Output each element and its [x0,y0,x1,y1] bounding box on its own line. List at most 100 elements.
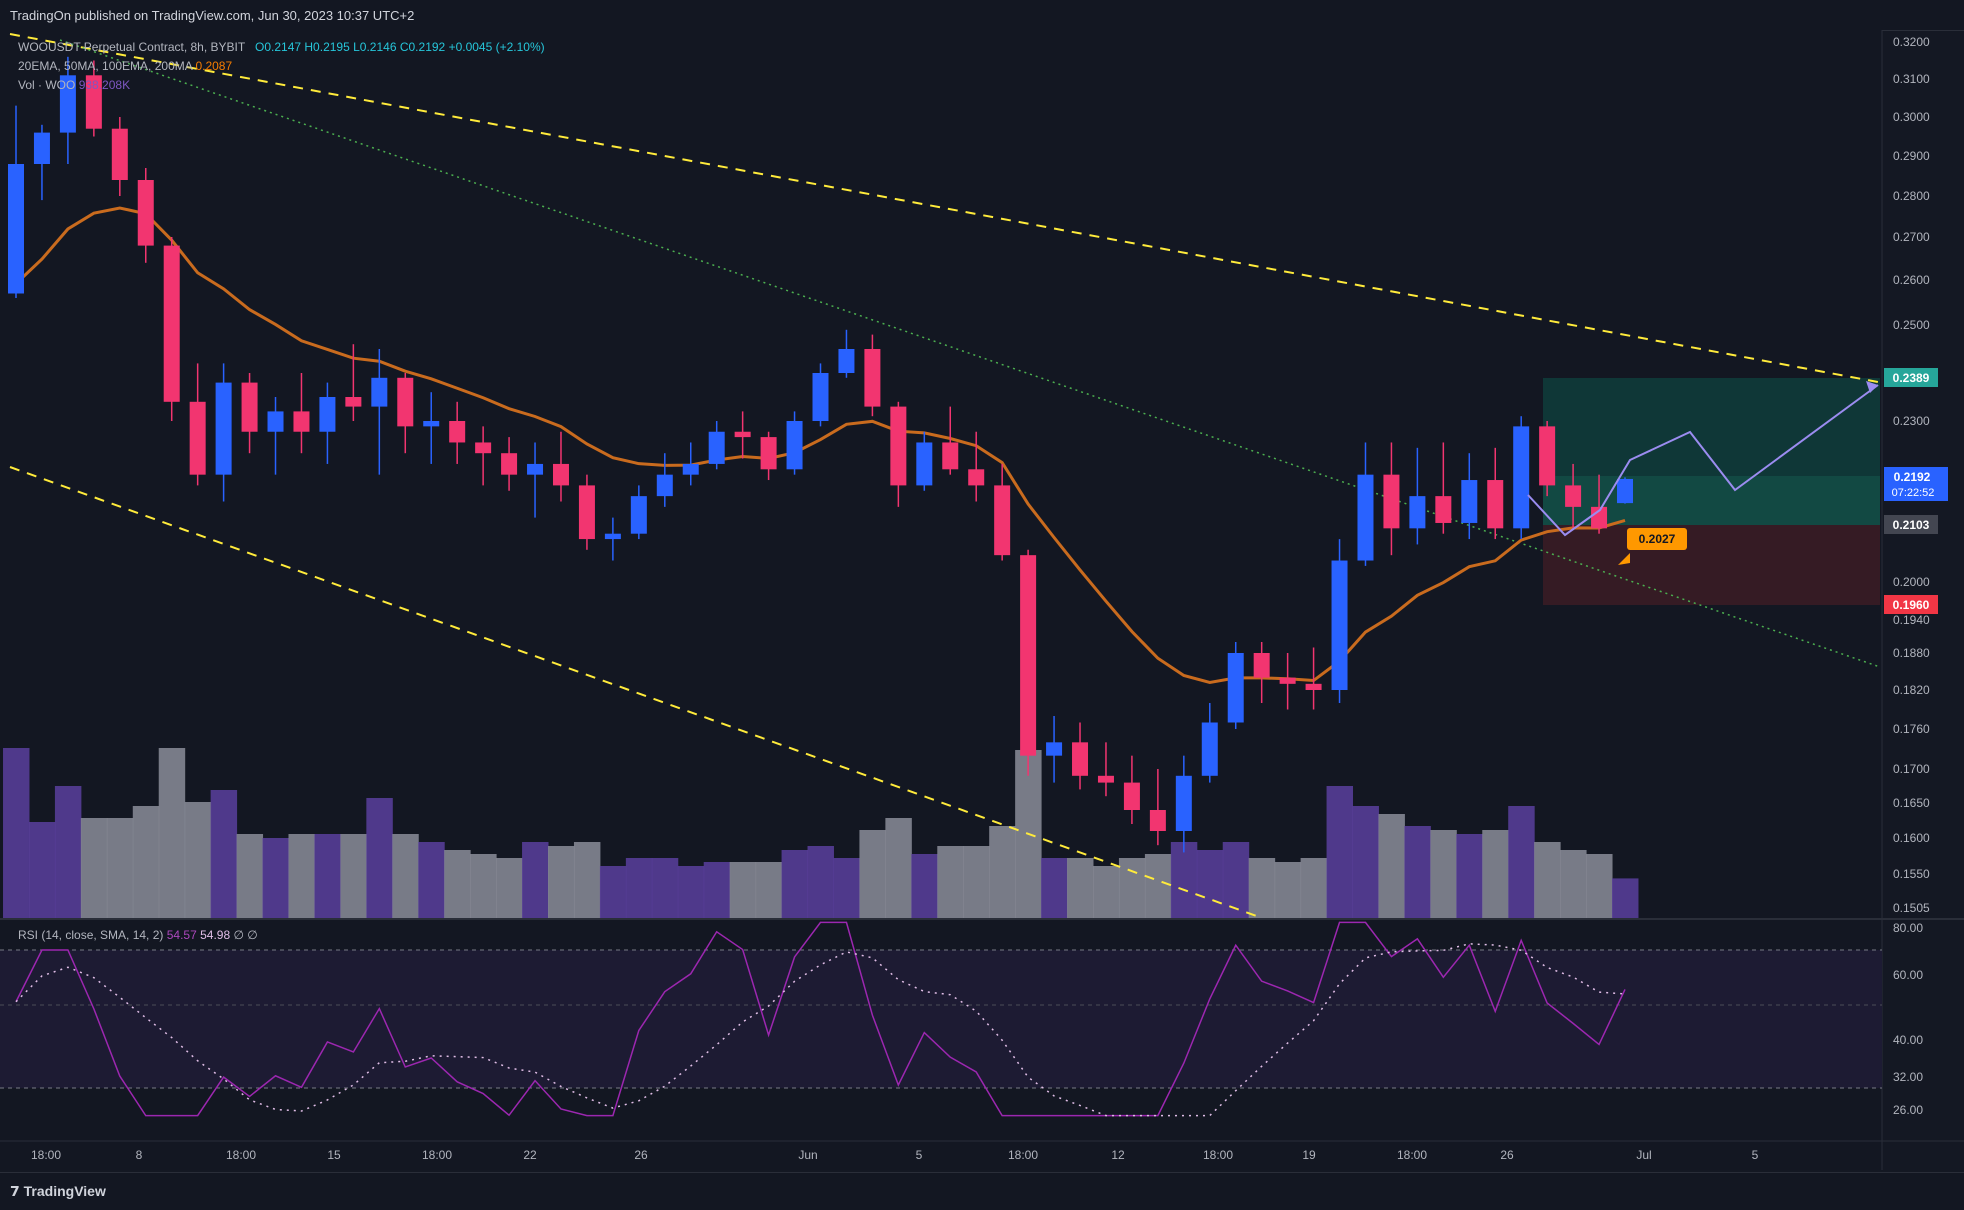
candle[interactable] [1279,653,1296,710]
candle[interactable] [838,329,855,378]
candle-body [1097,775,1114,783]
candle[interactable] [994,463,1011,561]
candle[interactable] [1097,742,1114,797]
candle[interactable] [501,437,518,491]
candle[interactable] [1253,642,1270,703]
candle[interactable] [656,453,673,507]
candle[interactable] [708,421,725,470]
candle[interactable] [1357,442,1374,566]
volume-bar [989,826,1016,918]
rsi-extra-2: ∅ [247,928,258,942]
candle[interactable] [1435,442,1452,534]
volume-row[interactable]: Vol · WOO 938.208K [18,76,545,95]
candle[interactable] [475,426,492,486]
rsi-legend[interactable]: RSI (14, close, SMA, 14, 2) 54.57 54.98 … [18,928,258,942]
candle[interactable] [345,344,362,421]
candle[interactable] [85,60,102,137]
candle[interactable] [1591,474,1608,534]
ema-row[interactable]: 20EMA, 50MA, 100EMA, 200MA 0.2087 [18,57,545,76]
candle[interactable] [1461,453,1478,540]
volume-bar [1430,830,1457,918]
volume-bar [885,818,912,918]
candle[interactable] [1513,416,1530,540]
candle[interactable] [319,382,336,464]
candle[interactable] [1565,463,1582,529]
entry-badge-bg [1884,515,1938,534]
rsi-axis[interactable]: 80.00 60.00 40.00 32.00 26.00 [1893,921,1923,1117]
candle[interactable] [267,397,284,475]
candle[interactable] [682,442,699,486]
stop-zone[interactable] [1543,525,1880,605]
candlesticks[interactable] [8,56,1633,853]
candle[interactable] [1123,755,1140,824]
candle[interactable] [1020,549,1037,776]
volume-bar [1560,850,1587,918]
candle[interactable] [604,517,621,561]
candle[interactable] [163,237,180,421]
candle[interactable] [552,431,569,502]
candle[interactable] [371,349,388,475]
candle-body [630,496,647,534]
candle[interactable] [293,373,310,454]
candle[interactable] [527,442,544,518]
candle[interactable] [786,411,803,475]
candle[interactable] [1539,421,1556,497]
candle[interactable] [1331,539,1348,703]
ema-value: 0.2087 [195,59,233,73]
candle[interactable] [734,411,751,459]
candle[interactable] [1617,477,1633,504]
tradingview-logo-icon: 𝟳 [10,1183,20,1199]
candle[interactable] [1201,703,1218,783]
candle[interactable] [942,406,959,475]
symbol-row[interactable]: WOOUSDT Perpetual Contract, 8h, BYBIT O0… [18,38,545,57]
candle[interactable] [449,401,466,464]
candle[interactable] [1409,447,1426,545]
candle[interactable] [630,485,647,540]
candle[interactable] [1487,447,1504,540]
time-axis[interactable]: 18:00 8 18:00 15 18:00 22 26 Jun 5 18:00 12 18:00 19… [31,1148,1759,1162]
candle[interactable] [59,56,76,164]
candle[interactable] [578,474,595,550]
candle[interactable] [215,363,232,502]
volume-value: 938.208K [78,78,131,92]
candle[interactable] [812,363,829,427]
volume-bar [80,818,108,918]
candle[interactable] [423,392,440,464]
price-chart[interactable]: 0.2027 0.3200 0.3100 0.3000 0.2900 0.2800 0.2… [0,30,1964,1172]
candle[interactable] [189,363,206,486]
candle[interactable] [111,117,128,196]
candle[interactable] [137,168,154,263]
candle[interactable] [864,334,881,417]
candle-body [1149,810,1166,831]
candle[interactable] [968,431,985,502]
candle[interactable] [890,401,907,507]
volume-bar [444,850,471,918]
candle-body [1201,722,1218,776]
candle[interactable] [1305,647,1322,710]
close-value: C0.2192 [399,40,446,54]
volume-bar [677,866,705,918]
candle-body [397,377,414,427]
price-axis[interactable]: 0.3200 0.3100 0.3000 0.2900 0.2800 0.2700 0.26… [1893,35,1930,915]
rsi-label: RSI (14, close, SMA, 14, 2) [18,928,164,942]
candle[interactable] [1072,722,1089,790]
candle[interactable] [1383,442,1400,556]
candle[interactable] [1175,755,1192,853]
candle[interactable] [33,124,50,201]
marker-badge[interactable]: 0.2027 [1618,528,1687,565]
rsi-sma-value: 54.98 [200,928,231,942]
candle[interactable] [760,431,777,481]
candle[interactable] [241,373,258,454]
projection-arrowhead [1866,381,1878,393]
projection-path[interactable] [1527,384,1879,537]
candle-body [137,180,154,246]
candle[interactable] [1046,716,1063,783]
candle[interactable] [916,431,933,491]
candle[interactable] [8,105,24,298]
tradingview-logo[interactable]: 𝟳 TradingView [10,1183,106,1200]
candle[interactable] [1149,769,1166,846]
trendlines[interactable] [9,33,1881,919]
candle[interactable] [397,373,414,454]
lower-channel-line[interactable] [9,466,1263,919]
candle[interactable] [1227,642,1244,729]
